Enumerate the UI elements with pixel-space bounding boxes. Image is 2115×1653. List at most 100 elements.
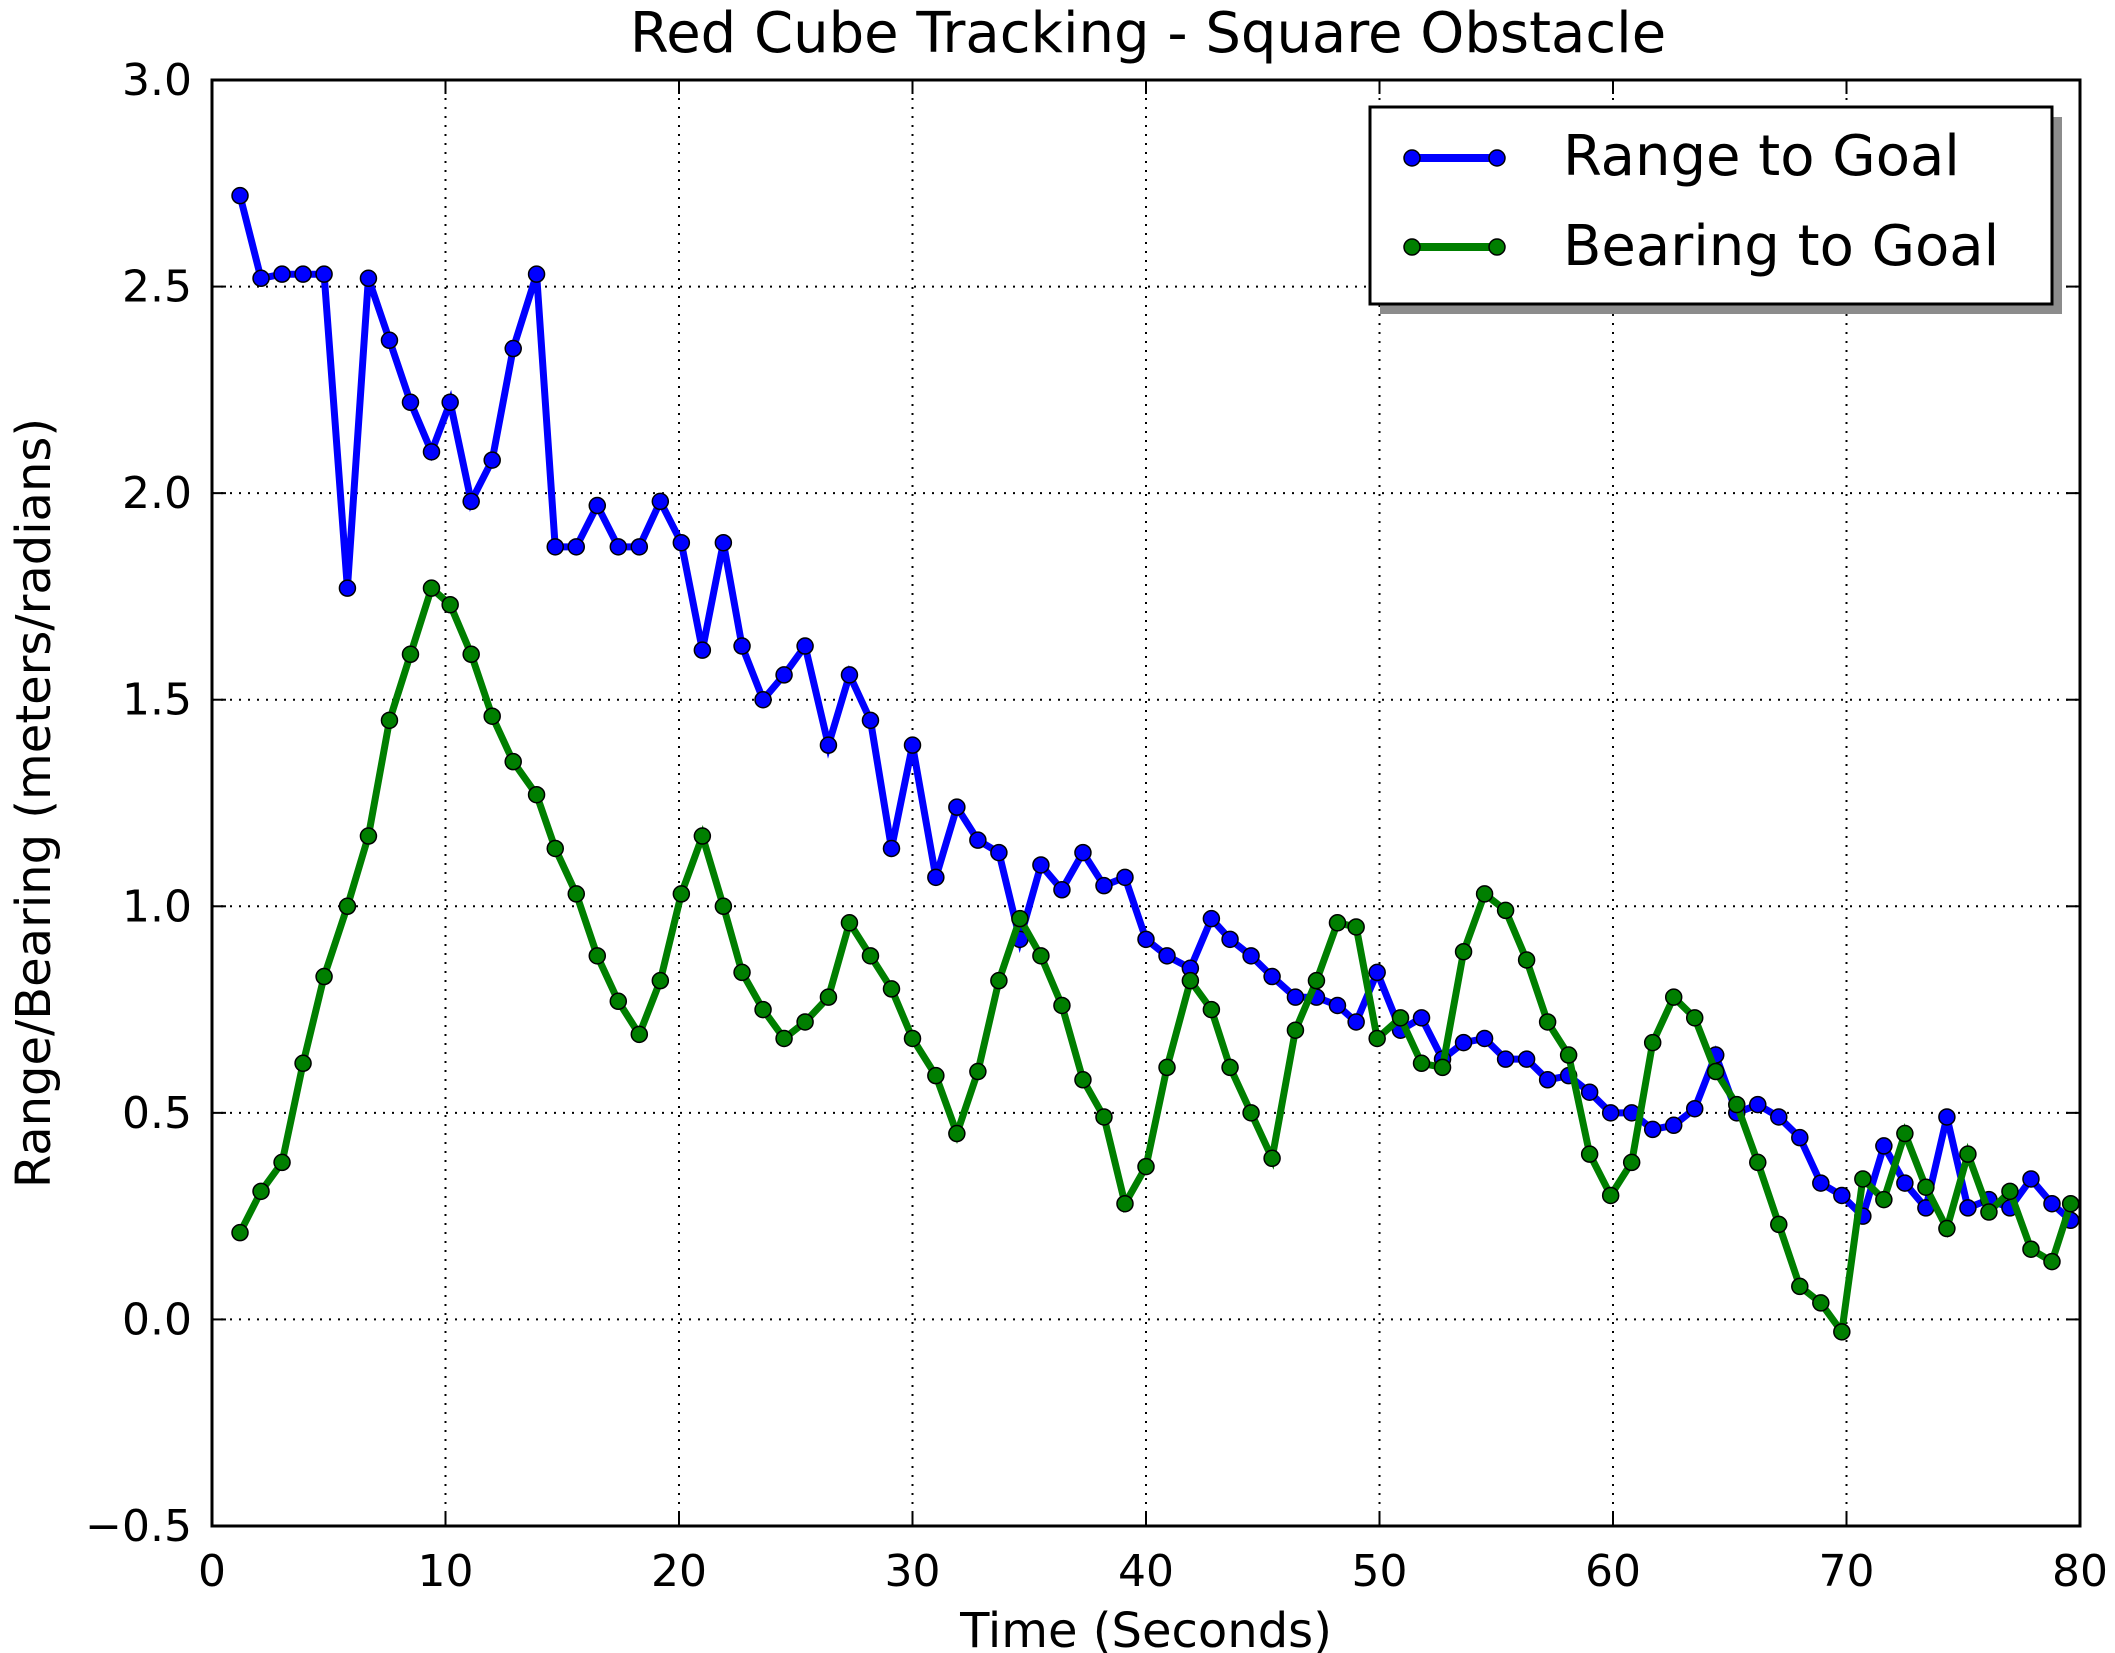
chart-title: Red Cube Tracking - Square Obstacle (630, 1, 1666, 66)
range-point (441, 393, 459, 412)
range-point (1137, 930, 1155, 949)
range-point (527, 265, 546, 283)
range-point (1475, 1029, 1494, 1048)
x-tick-label: 20 (651, 1546, 707, 1597)
range-point (1749, 1095, 1767, 1114)
range-point (903, 736, 922, 754)
bearing-point (588, 947, 607, 965)
range-point (840, 666, 859, 684)
range-point (1032, 856, 1050, 874)
range-point (1959, 1199, 1977, 1217)
bearing-point (1517, 951, 1536, 969)
range-point (1158, 947, 1176, 965)
bearing-point (1347, 918, 1365, 936)
series-layer (231, 186, 2080, 1341)
bearing-point (882, 980, 901, 998)
bearing-point (1580, 1145, 1599, 1163)
range-point (630, 538, 649, 556)
bearing-point (1959, 1145, 1977, 1163)
range-point (927, 868, 945, 887)
range-point (796, 637, 814, 655)
bearing-point (672, 885, 691, 903)
bearing-point (441, 595, 459, 614)
bearing-point (1896, 1124, 1914, 1143)
bearing-point (294, 1054, 312, 1073)
range-point (861, 711, 880, 730)
range-point (1875, 1137, 1893, 1155)
y-tick-label: 3.0 (122, 55, 192, 106)
range-point (1328, 996, 1347, 1015)
bearing-point (315, 967, 333, 986)
y-tick-label: 1.5 (122, 675, 192, 726)
bearing-point (1412, 1054, 1431, 1073)
bearing-point (462, 645, 480, 664)
range-point (338, 579, 357, 597)
legend-marker-bearing-start (1403, 238, 1421, 256)
range-point (588, 496, 607, 515)
bearing-point (1706, 1062, 1725, 1081)
bearing-point (714, 897, 733, 916)
range-point (882, 839, 901, 858)
bearing-point (1011, 909, 1029, 928)
bearing-point (1328, 914, 1347, 932)
bearing-point (754, 1000, 772, 1019)
range-point (1263, 967, 1281, 986)
bearing-point (861, 947, 880, 965)
bearing-point (504, 752, 522, 771)
bearing-point (1496, 901, 1515, 920)
range-point (1601, 1104, 1620, 1122)
bearing-point (1137, 1157, 1155, 1176)
x-tick-label: 60 (1585, 1546, 1641, 1597)
bearing-point (1433, 1058, 1452, 1077)
bearing-point (1181, 971, 1200, 990)
range-point (462, 492, 480, 511)
range-point (252, 269, 270, 288)
range-point (380, 331, 399, 350)
bearing-point (775, 1029, 793, 1048)
bearing-point (2022, 1240, 2040, 1258)
range-point (1116, 868, 1134, 887)
legend-label-bearing: Bearing to Goal (1563, 214, 1999, 279)
bearing-point (927, 1066, 945, 1085)
x-axis-label: Time (Seconds) (959, 1603, 1332, 1653)
range-point (315, 265, 333, 283)
bearing-point (1095, 1108, 1113, 1126)
bearing-point (1454, 942, 1473, 961)
range-point (990, 843, 1008, 862)
range-point (1454, 1033, 1473, 1052)
range-point (359, 269, 378, 288)
bearing-point (990, 971, 1008, 990)
range-point (754, 690, 772, 709)
range-point (609, 538, 628, 556)
range-point (567, 538, 586, 556)
bearing-point (567, 885, 586, 903)
y-tick-label: 2.0 (122, 468, 192, 519)
bearing-point (2061, 1194, 2080, 1213)
bearing-point (527, 785, 546, 804)
range-point (1202, 909, 1221, 928)
bearing-point (1622, 1153, 1641, 1172)
range-point (422, 443, 441, 461)
range-point (1496, 1050, 1515, 1068)
bearing-point (1158, 1058, 1176, 1077)
bearing-point (948, 1124, 966, 1143)
x-tick-label: 10 (418, 1546, 474, 1597)
bearing-point (693, 827, 712, 845)
bearing-point (903, 1029, 922, 1048)
x-tick-label: 40 (1118, 1546, 1174, 1597)
y-tick-label: 1.0 (122, 881, 192, 932)
bearing-point (1032, 947, 1050, 965)
legend-marker-range-end (1488, 149, 1506, 167)
bearing-point (1391, 1009, 1410, 1027)
bearing-point (1980, 1203, 1998, 1221)
range-point (1412, 1009, 1431, 1027)
range-point (546, 538, 564, 556)
range-point (1074, 843, 1092, 862)
range-point (294, 265, 312, 283)
bearing-point (1749, 1153, 1767, 1172)
range-point (1538, 1071, 1557, 1089)
bearing-point (359, 827, 378, 845)
bearing-point (733, 963, 751, 982)
bearing-point (273, 1153, 291, 1172)
range-point (401, 393, 420, 412)
